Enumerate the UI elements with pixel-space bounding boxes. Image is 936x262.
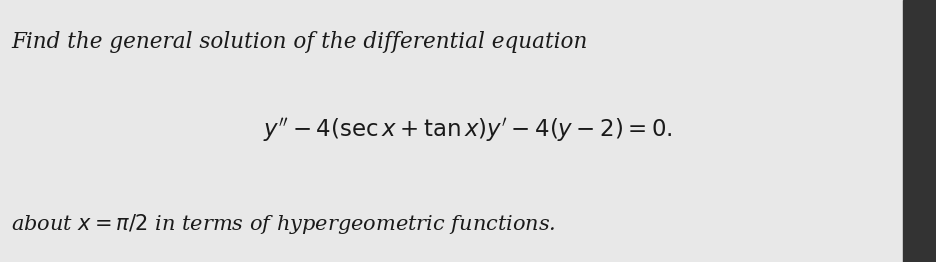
Text: about $x = \pi/2$ in terms of hypergeometric functions.: about $x = \pi/2$ in terms of hypergeome… xyxy=(11,212,556,236)
Bar xyxy=(903,0,936,262)
Text: Find the general solution of the differential equation: Find the general solution of the differe… xyxy=(11,31,588,53)
Text: $y'' - 4(\sec x + \tan x)y' - 4(y - 2) = 0.$: $y'' - 4(\sec x + \tan x)y' - 4(y - 2) =… xyxy=(263,117,673,145)
